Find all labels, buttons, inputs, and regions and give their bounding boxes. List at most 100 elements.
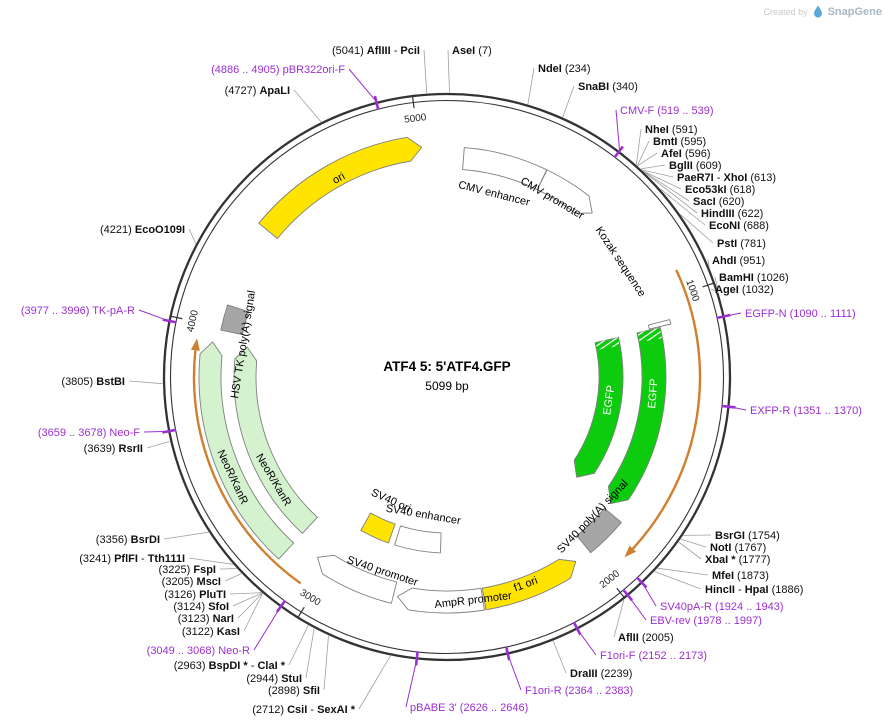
feature-egfp: [607, 327, 667, 505]
feature-f1-ori: [481, 558, 577, 611]
feature-egfp: [573, 336, 624, 478]
primer-label-egfp-n-1090-1111: EGFP-N (1090 .. 1111): [745, 308, 856, 320]
primer-label-3049-3068-neo-r: (3049 .. 3068) Neo-R: [147, 645, 250, 657]
enzyme-label-stui: (2944) StuI: [246, 673, 302, 685]
leader-line: [243, 593, 263, 632]
primer-site-tick: [162, 428, 177, 434]
leader-line: [219, 568, 237, 570]
watermark-brand: SnapGene: [827, 6, 882, 18]
enzyme-label-aflii: AflII (2005): [618, 632, 674, 644]
leader-line: [678, 541, 702, 560]
enzyme-label-agei: AgeI (1032): [715, 284, 774, 296]
primer-site-tick: [721, 404, 736, 409]
leader-line: [405, 659, 418, 708]
leader-line: [640, 164, 666, 170]
leader-line: [188, 557, 233, 565]
feature-sv40-poly-a-signal: [576, 507, 622, 554]
plasmid-size: 5099 bp: [425, 379, 469, 393]
enzyme-label-psti: PstI (781): [717, 238, 766, 250]
feature-hsv-tk-poly-a-signal: [220, 304, 249, 336]
scale-tick-5000: [411, 95, 415, 109]
feature-label-egfp: EGFP: [646, 378, 660, 409]
feature-label-egfp: EGFP: [601, 384, 617, 415]
snapgene-logo-icon: [813, 5, 822, 18]
enzyme-label-bstbi: (3805) BstBI: [61, 376, 125, 388]
enzyme-label-kasi: (3122) KasI: [182, 626, 240, 638]
leader-line: [527, 67, 535, 105]
orf-arc-1: [631, 269, 702, 550]
feature-label-kozak-sequence: Kozak sequence: [593, 225, 648, 299]
site-labels: AseI (7) NdeI (234) SnaBI (340) CMV-F (519 …: [21, 45, 862, 716]
primer-label-sv40pa-r-1924-1943: SV40pA-R (1924 .. 1943): [660, 601, 784, 613]
enzyme-label-snabi: SnaBI (340): [578, 81, 638, 93]
enzyme-label-paer7i: PaeR7I - XhoI (613): [677, 172, 776, 184]
enzyme-label-mfei: MfeI (1873): [712, 570, 769, 582]
leader-line: [657, 567, 709, 576]
leader-line: [229, 592, 262, 595]
enzyme-label-bmti: BmtI (595): [653, 136, 706, 148]
scale-tick-4000: [169, 315, 183, 320]
enzyme-label-pluti: (3126) PluTI: [164, 589, 226, 601]
enzyme-label-afliii: (5041) AflIII - PciI: [332, 45, 420, 57]
primer-site-tick: [572, 621, 582, 636]
plasmid-title-group: ATF4 5: 5'ATF4.GFP 5099 bp: [383, 359, 510, 393]
enzyme-label-bglii: BglII (609): [669, 160, 722, 172]
leader-line: [552, 640, 567, 674]
scale-tick-2000: [616, 587, 626, 599]
scale-tick-3000: [296, 606, 305, 619]
leader-line: [613, 599, 625, 638]
leader-lines: [128, 49, 747, 710]
enzyme-label-csii: (2712) CsiI - SexAI *: [252, 704, 355, 716]
enzyme-label-saci: SacI (620): [693, 196, 744, 208]
plasmid-title: ATF4 5: 5'ATF4.GFP: [383, 359, 510, 374]
enzyme-label-eco53ki: Eco53kI (618): [685, 184, 755, 196]
feature-sv40-enhancer: [394, 525, 442, 554]
enzyme-label-noti: NotI (1767): [710, 542, 766, 554]
scale-label-4000: 4000: [185, 309, 201, 334]
leader-line: [305, 628, 315, 679]
primer-label-cmv-f-519-539: CMV-F (519 .. 539): [620, 105, 714, 117]
leader-line: [615, 109, 621, 151]
primer-label-ebv-rev-1978-1997: EBV-rev (1978 .. 1997): [650, 615, 762, 627]
primer-site-tick: [504, 646, 511, 661]
enzyme-label-nhei: NheI (591): [645, 124, 698, 136]
enzyme-label-ecoo109i: (4221) EcoO109I: [100, 224, 185, 236]
scale-label-5000: 5000: [404, 112, 428, 126]
feature-ampr-promoter: [396, 587, 485, 614]
orf-arc-arrowhead-2: [190, 338, 200, 351]
enzyme-label-asei: AseI (7): [452, 45, 492, 57]
leader-line: [562, 85, 575, 118]
leader-line: [680, 538, 707, 548]
watermark-created-by: Created by: [763, 7, 808, 17]
leader-line: [423, 49, 428, 94]
feature-neor-kanr: [233, 346, 318, 534]
leader-line: [188, 228, 197, 244]
leader-line: [507, 654, 522, 691]
leader-line: [163, 531, 209, 540]
leader-line: [654, 571, 702, 590]
primer-label-pbabe-3-2626-2646: pBABE 3' (2626 .. 2646): [410, 702, 528, 714]
leader-line: [660, 188, 706, 226]
leader-line: [237, 593, 263, 619]
scale-label-2000: 2000: [598, 568, 623, 591]
enzyme-label-bsrgi: BsrGI (1754): [715, 530, 780, 542]
enzyme-label-fspi: (3225) FspI: [159, 564, 216, 576]
primer-site-tick: [613, 145, 624, 159]
leader-line: [637, 140, 650, 166]
leader-line: [358, 655, 391, 710]
feature-hatch-egfp: [595, 337, 620, 350]
feature-sv40-promoter: [317, 554, 398, 604]
primer-site-tick: [162, 318, 177, 324]
leader-line: [710, 288, 720, 294]
enzyme-label-bamhi: BamHI (1026): [719, 272, 789, 284]
enzyme-label-pflfi: (3241) PflFI - Tth111I: [79, 553, 185, 565]
scale-tick-1000: [702, 282, 716, 288]
primer-site-tick: [635, 576, 648, 589]
enzyme-label-apali: (4727) ApaLI: [225, 85, 290, 97]
enzyme-label-draiii: DraIII (2239): [570, 668, 632, 680]
leader-line: [323, 635, 329, 691]
watermark: Created by SnapGene: [764, 5, 882, 19]
primer-label-exfp-r-1351-1370: EXFP-R (1351 .. 1370): [750, 405, 862, 417]
leader-line: [707, 259, 710, 267]
